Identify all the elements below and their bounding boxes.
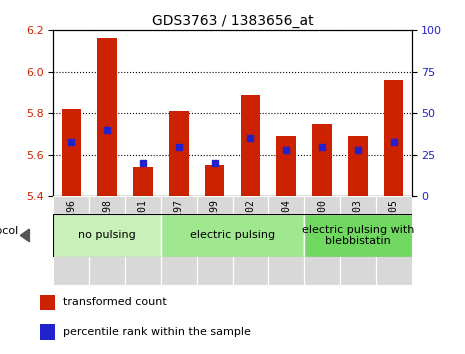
Text: GSM398196: GSM398196 (66, 199, 76, 252)
Point (175, 144, 182, 149)
Text: GSM398202: GSM398202 (246, 199, 255, 252)
Bar (53, 196, 89, 285)
Bar (125, 196, 161, 285)
Point (211, 160, 218, 166)
Text: GSM398197: GSM398197 (174, 199, 184, 252)
Title: GDS3763 / 1383656_at: GDS3763 / 1383656_at (152, 14, 313, 28)
Bar (205, 165, 225, 196)
Bar (40, 295, 55, 310)
Text: percentile rank within the sample: percentile rank within the sample (63, 327, 251, 337)
Text: GSM398203: GSM398203 (353, 199, 363, 252)
Bar (240, 95, 260, 196)
Bar (312, 124, 332, 196)
Text: GSM398204: GSM398204 (281, 199, 291, 252)
Bar (304, 214, 412, 257)
Bar (348, 136, 368, 196)
Point (103, 127, 111, 133)
Text: no pulsing: no pulsing (78, 230, 136, 240)
Bar (304, 196, 340, 285)
Point (139, 160, 146, 166)
Bar (89, 196, 125, 285)
Polygon shape (20, 229, 29, 242)
Text: electric pulsing with
blebbistatin: electric pulsing with blebbistatin (302, 224, 414, 246)
Bar (161, 196, 197, 285)
Point (390, 139, 397, 144)
Bar (53, 214, 161, 257)
Bar (40, 324, 55, 340)
Bar (340, 196, 376, 285)
Point (354, 147, 361, 153)
Bar (97, 38, 117, 196)
Text: protocol: protocol (0, 226, 19, 236)
Text: GSM398199: GSM398199 (210, 199, 219, 252)
Point (246, 135, 254, 141)
Bar (61, 109, 81, 196)
Bar (276, 136, 296, 196)
Point (67, 139, 75, 144)
Text: GSM398205: GSM398205 (389, 199, 399, 252)
Bar (384, 80, 404, 196)
Point (282, 147, 290, 153)
Bar (268, 196, 304, 285)
Bar (197, 196, 232, 285)
Text: GSM398201: GSM398201 (138, 199, 148, 252)
Text: transformed count: transformed count (63, 297, 167, 307)
Bar (133, 167, 153, 196)
Bar (169, 111, 189, 196)
Text: GSM398198: GSM398198 (102, 199, 112, 252)
Bar (232, 196, 268, 285)
Point (318, 144, 325, 149)
Bar (161, 214, 304, 257)
Text: electric pulsing: electric pulsing (190, 230, 275, 240)
Bar (376, 196, 412, 285)
Text: GSM398200: GSM398200 (317, 199, 327, 252)
